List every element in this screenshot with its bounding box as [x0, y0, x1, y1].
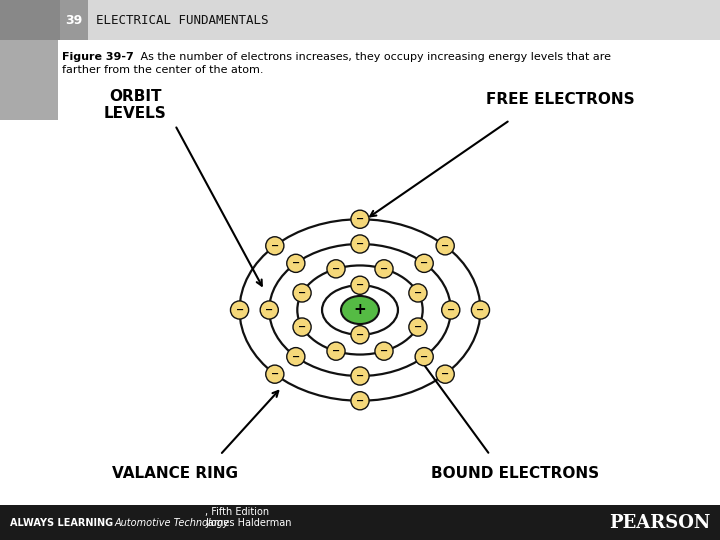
Text: −: −	[356, 214, 364, 224]
Text: −: −	[356, 371, 364, 381]
Text: −: −	[292, 352, 300, 362]
Text: −: −	[420, 258, 428, 268]
Circle shape	[472, 301, 490, 319]
Text: −: −	[235, 305, 243, 315]
Text: −: −	[298, 322, 306, 332]
Bar	[0, 505, 720, 540]
Text: −: −	[380, 346, 388, 356]
Circle shape	[415, 254, 433, 272]
Circle shape	[441, 301, 460, 319]
Circle shape	[287, 348, 305, 366]
Text: −: −	[265, 305, 274, 315]
Text: −: −	[446, 305, 455, 315]
Circle shape	[293, 284, 311, 302]
Text: −: −	[414, 322, 422, 332]
Bar	[60, 0, 88, 40]
Circle shape	[436, 365, 454, 383]
Text: −: −	[356, 280, 364, 291]
Text: −: −	[271, 241, 279, 251]
Circle shape	[415, 348, 433, 366]
Circle shape	[351, 210, 369, 228]
Text: −: −	[380, 264, 388, 274]
Text: −: −	[356, 396, 364, 406]
Text: Figure 39-7: Figure 39-7	[62, 52, 134, 62]
Text: −: −	[292, 258, 300, 268]
Bar	[0, 40, 58, 120]
Text: −: −	[332, 264, 340, 274]
Text: ELECTRICAL FUNDAMENTALS: ELECTRICAL FUNDAMENTALS	[96, 14, 269, 26]
Circle shape	[436, 237, 454, 255]
Circle shape	[293, 318, 311, 336]
Text: −: −	[420, 352, 428, 362]
Text: −: −	[441, 369, 449, 379]
Circle shape	[287, 254, 305, 272]
Text: −: −	[414, 288, 422, 298]
Text: −: −	[271, 369, 279, 379]
Text: FREE ELECTRONS: FREE ELECTRONS	[486, 92, 634, 107]
Bar	[0, 0, 720, 40]
Text: PEARSON: PEARSON	[608, 514, 710, 531]
Text: +: +	[354, 302, 366, 318]
Circle shape	[351, 326, 369, 344]
Circle shape	[409, 284, 427, 302]
Text: −: −	[298, 288, 306, 298]
Circle shape	[327, 342, 345, 360]
Circle shape	[351, 235, 369, 253]
Bar	[0, 0, 60, 40]
Circle shape	[230, 301, 248, 319]
Circle shape	[260, 301, 279, 319]
Circle shape	[327, 260, 345, 278]
Text: ORBIT
LEVELS: ORBIT LEVELS	[104, 89, 166, 121]
Circle shape	[351, 367, 369, 385]
Text: , Fifth Edition
James Halderman: , Fifth Edition James Halderman	[205, 507, 292, 528]
Ellipse shape	[341, 296, 379, 324]
Text: −: −	[356, 330, 364, 340]
Text: VALANCE RING: VALANCE RING	[112, 465, 238, 481]
Circle shape	[266, 365, 284, 383]
Text: As the number of electrons increases, they occupy increasing energy levels that : As the number of electrons increases, th…	[130, 52, 611, 62]
Circle shape	[409, 318, 427, 336]
Text: −: −	[441, 241, 449, 251]
Text: ALWAYS LEARNING: ALWAYS LEARNING	[10, 517, 113, 528]
Text: −: −	[332, 346, 340, 356]
Text: −: −	[356, 239, 364, 249]
Circle shape	[375, 342, 393, 360]
Text: 39: 39	[66, 14, 83, 26]
Circle shape	[266, 237, 284, 255]
Text: Automotive Technology: Automotive Technology	[115, 517, 230, 528]
Circle shape	[375, 260, 393, 278]
Circle shape	[351, 392, 369, 410]
Text: −: −	[477, 305, 485, 315]
Circle shape	[351, 276, 369, 294]
Text: BOUND ELECTRONS: BOUND ELECTRONS	[431, 465, 599, 481]
Text: farther from the center of the atom.: farther from the center of the atom.	[62, 65, 264, 75]
